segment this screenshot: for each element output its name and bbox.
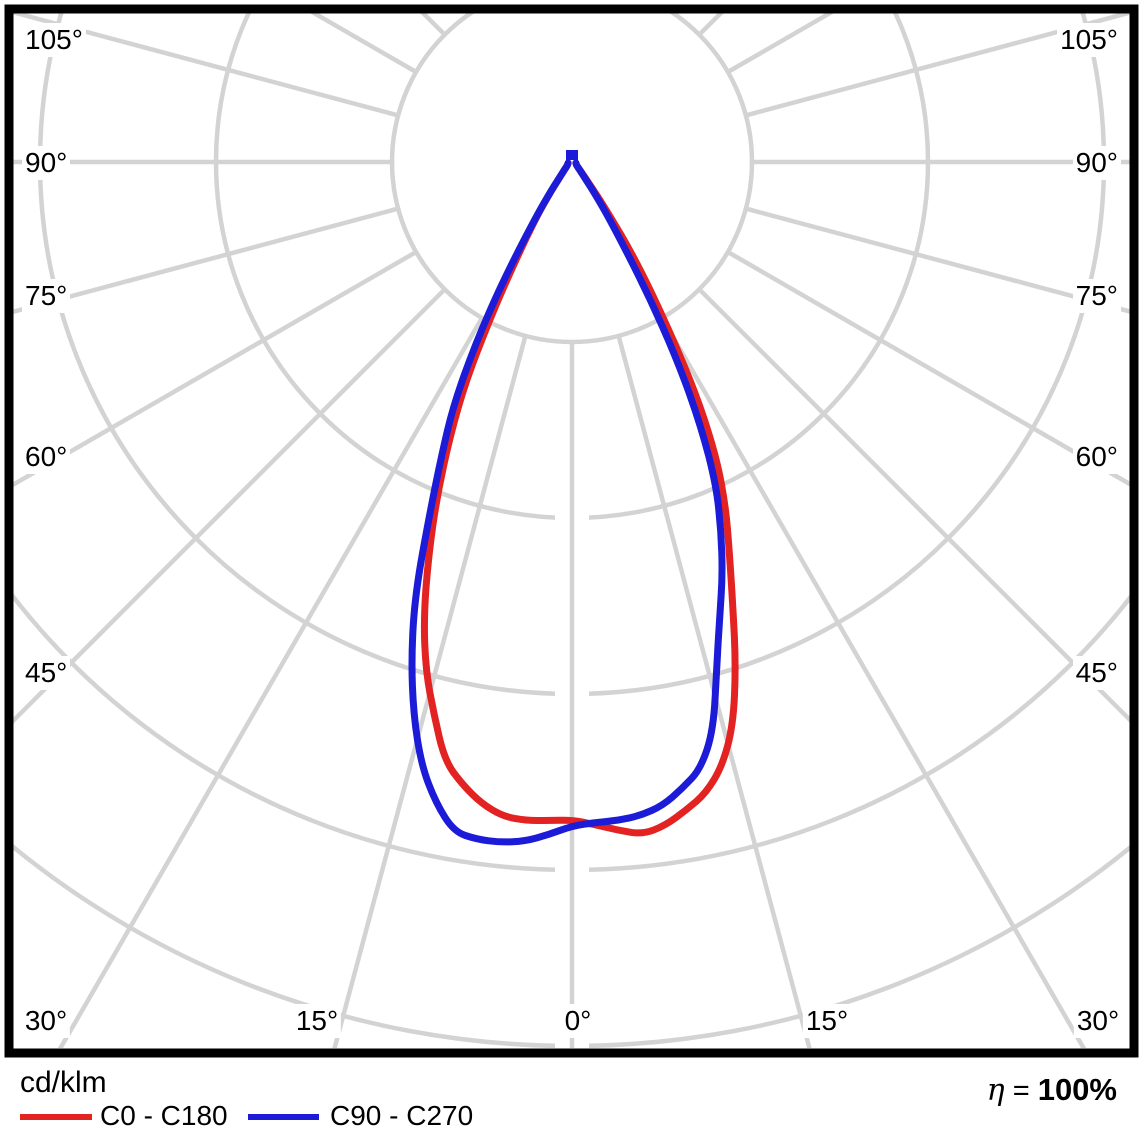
angle-label-right: 60° (1072, 440, 1121, 474)
plot-border (4, 4, 1139, 1058)
legend-label-c90-c270: C90 - C270 (330, 1100, 474, 1131)
grid-radial-line (660, 316, 1087, 1048)
curve-c90-c270 (408, 159, 726, 846)
grid-radial-line (616, 335, 812, 1048)
angle-label-bottom: 0° (561, 1004, 595, 1038)
angle-label-left: 105° (22, 23, 86, 57)
angle-label-bottom: 30° (21, 1004, 71, 1038)
angle-label-right: 45° (1072, 656, 1121, 690)
grid-radial-line (57, 316, 484, 1048)
legend-label-c0-c180: C0 - C180 (100, 1100, 228, 1131)
eta-equals: = (1012, 1075, 1030, 1107)
eta-symbol: η (986, 1073, 1005, 1108)
angle-label-right: 105° (1057, 23, 1121, 57)
grid-radial-line (726, 250, 1130, 487)
eta-value: 100% (1037, 1072, 1117, 1107)
angle-label-left: 45° (22, 656, 71, 690)
legend-swatch-c90-c270 (248, 1114, 319, 1120)
grid-radial-line (745, 206, 1130, 314)
intensity-curves (408, 150, 739, 846)
angle-label-left: 75° (22, 279, 71, 313)
angle-label-bottom: 15° (802, 1004, 852, 1038)
legend-swatch-c0-c180 (20, 1114, 92, 1120)
angle-label-bottom: 30° (1073, 1004, 1123, 1038)
grid-radial-line (332, 335, 528, 1048)
grid-radial-line (745, 13, 1130, 118)
radial-unit-label: cd/klm (20, 1066, 107, 1099)
grid-radial-line (13, 250, 418, 488)
angle-label-right: 75° (1072, 279, 1121, 313)
angle-label-bottom: 15° (292, 1004, 342, 1038)
grid-radial-line (13, 13, 399, 118)
angle-label-left: 90° (22, 146, 71, 180)
angle-label-right: 90° (1072, 146, 1121, 180)
peak-marker (566, 150, 578, 160)
efficiency-label: η = 100% (987, 1072, 1117, 1108)
angle-label-left: 60° (22, 440, 71, 474)
grid-radial-line (13, 206, 399, 314)
